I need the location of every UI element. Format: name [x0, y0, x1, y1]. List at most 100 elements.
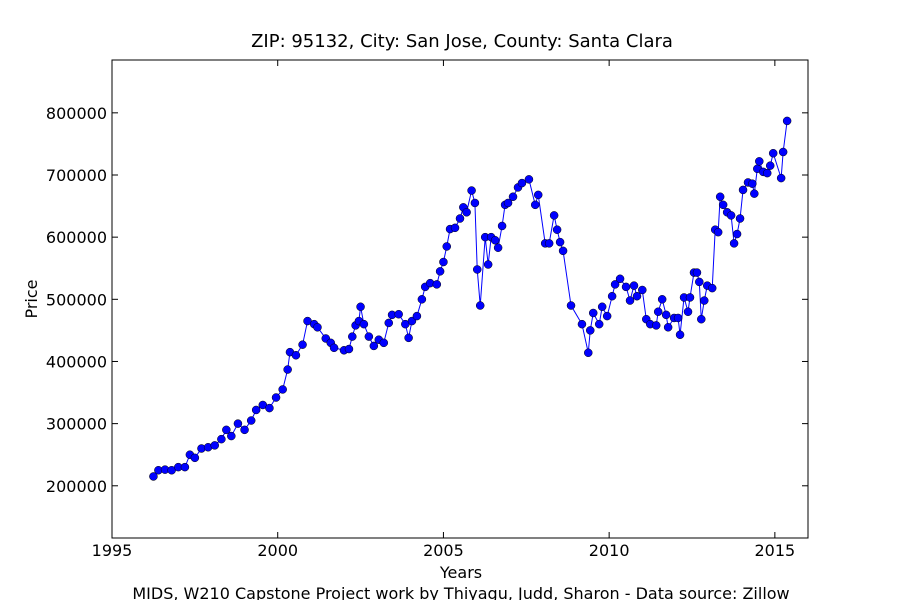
price-point [222, 425, 231, 435]
price-point [762, 168, 772, 178]
price-point [584, 348, 593, 358]
price-point [467, 186, 476, 195]
price-point [313, 323, 322, 332]
price-point [450, 223, 460, 233]
price-point [530, 200, 540, 210]
y-tick-label: 600000 [46, 228, 107, 247]
price-point [610, 280, 620, 289]
price-point [483, 260, 493, 269]
price-point [700, 296, 709, 305]
price-point [356, 302, 365, 312]
price-point [750, 189, 759, 198]
price-point [490, 236, 500, 245]
price-point [663, 323, 673, 332]
price-point [555, 237, 565, 247]
price-point [210, 441, 219, 450]
price-point [549, 211, 559, 220]
price-point [462, 208, 471, 217]
price-point [602, 311, 612, 321]
y-tick-label: 800000 [46, 104, 107, 123]
price-point [442, 242, 451, 251]
price-point [544, 239, 554, 248]
price-point [755, 157, 764, 166]
footer-note: MIDS, W210 Capstone Project work by Thiy… [132, 584, 789, 600]
price-point [657, 295, 667, 304]
price-point [470, 198, 480, 208]
price-point [675, 330, 685, 339]
y-tick-label: 200000 [46, 477, 107, 496]
price-point [412, 311, 422, 321]
price-point [782, 116, 792, 126]
price-point [298, 340, 307, 349]
price-point [533, 190, 543, 200]
price-point [472, 265, 482, 274]
price-point [344, 344, 354, 354]
chart-title: ZIP: 95132, City: San Jose, County: Sant… [251, 31, 673, 52]
price-point [685, 293, 695, 302]
price-point [692, 268, 702, 277]
price-point [240, 425, 249, 435]
price-point [638, 285, 647, 295]
price-point [778, 147, 788, 157]
x-tick-label: 2010 [589, 541, 630, 560]
price-point [524, 175, 534, 184]
price-point [738, 185, 748, 195]
price-point [632, 291, 642, 301]
price-point [475, 301, 485, 310]
price-point [503, 198, 513, 208]
price-point [329, 343, 339, 353]
price-point [265, 403, 274, 413]
price-point [718, 200, 728, 210]
price-point [278, 385, 287, 394]
price-point [517, 178, 527, 188]
price-point [394, 309, 403, 319]
price-point [190, 453, 200, 463]
price-point [271, 393, 281, 402]
y-tick-label: 400000 [46, 352, 107, 371]
price-point [625, 296, 635, 305]
price-point [748, 179, 757, 188]
price-point [497, 221, 507, 231]
price-point [417, 295, 427, 304]
y-tick-label: 700000 [46, 166, 107, 185]
price-point [369, 341, 379, 351]
price-point [651, 321, 661, 330]
price-point [621, 282, 631, 292]
price-point [615, 274, 625, 284]
price-point [432, 280, 442, 289]
price-point [594, 319, 604, 329]
price-point [246, 416, 256, 425]
price-point [768, 148, 778, 158]
price-point [695, 277, 704, 287]
price-point [732, 229, 742, 239]
price-point [227, 431, 236, 441]
price-point [552, 225, 562, 234]
price-point [673, 313, 683, 323]
price-point [588, 308, 598, 318]
price-point [364, 332, 374, 341]
price-point [629, 281, 639, 290]
price-point [726, 211, 736, 220]
price-point [379, 338, 389, 348]
x-tick-label: 2005 [423, 541, 464, 560]
y-axis-label: Price [22, 279, 41, 318]
x-axis-label: Years [439, 563, 482, 582]
price-point [455, 214, 465, 223]
price-point [729, 239, 739, 248]
price-point [566, 301, 576, 310]
price-point [149, 472, 158, 481]
price-point [217, 434, 226, 444]
price-point [707, 283, 717, 293]
price-point [348, 332, 357, 341]
x-tick-label: 2015 [754, 541, 795, 560]
price-point [493, 243, 503, 252]
price-point [233, 419, 243, 428]
x-tick-label: 1995 [92, 541, 133, 560]
price-point [558, 246, 568, 256]
price-point [607, 291, 617, 301]
price-point [713, 227, 723, 237]
price-point [735, 214, 745, 223]
price-point [439, 257, 448, 267]
price-point [597, 302, 607, 312]
price-point [283, 365, 292, 374]
